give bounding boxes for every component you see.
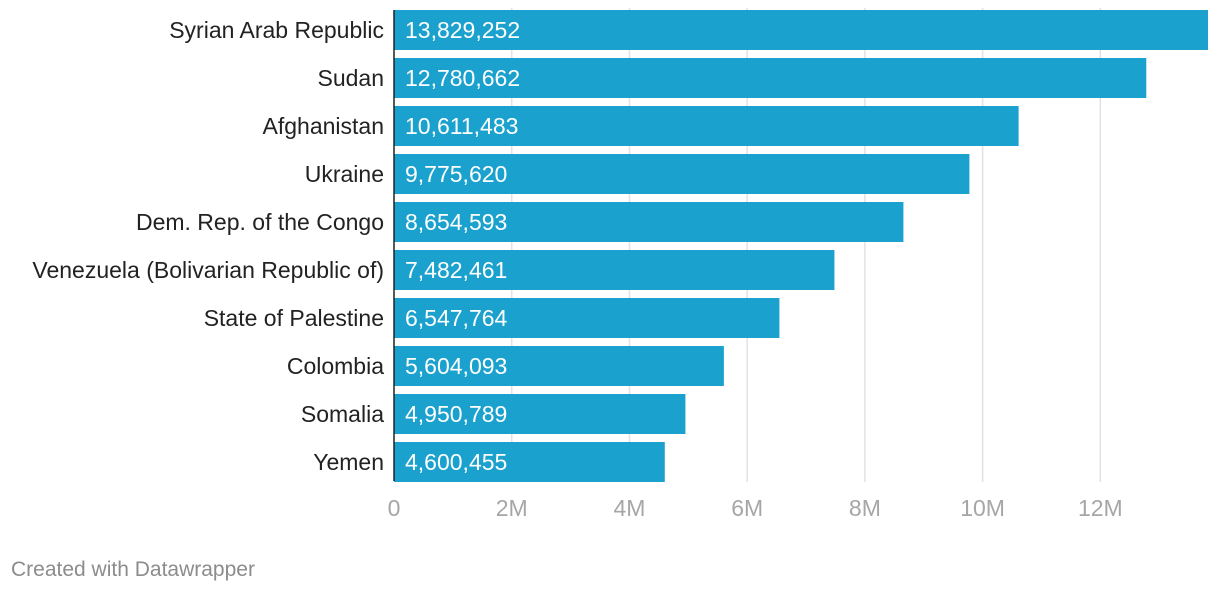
value-label: 13,829,252 — [405, 17, 520, 43]
category-label: Sudan — [317, 65, 384, 91]
bar — [394, 394, 686, 434]
x-tick-label: 6M — [731, 495, 763, 521]
bars — [394, 10, 1208, 482]
x-axis-ticks: 0 2M 4M 6M 8M 10M 12M — [388, 495, 1123, 521]
value-label: 5,604,093 — [405, 353, 507, 379]
value-labels: 13,829,252 12,780,662 10,611,483 9,775,620 8… — [405, 17, 520, 475]
category-label: Yemen — [313, 449, 384, 475]
value-label: 7,482,461 — [405, 257, 507, 283]
bar — [394, 298, 780, 338]
category-label: Dem. Rep. of the Congo — [136, 209, 384, 235]
x-tick-label: 0 — [388, 495, 401, 521]
value-label: 8,654,593 — [405, 209, 507, 235]
bar — [394, 106, 1019, 146]
value-label: 6,547,764 — [405, 305, 508, 331]
bar — [394, 10, 1208, 50]
category-label: Ukraine — [305, 161, 384, 187]
x-tick-label: 12M — [1078, 495, 1123, 521]
value-label: 10,611,483 — [405, 113, 518, 139]
category-label: Somalia — [301, 401, 384, 427]
bar — [394, 202, 904, 242]
category-labels: Syrian Arab Republic Sudan Afghanistan Ukra… — [32, 17, 384, 475]
x-tick-label: 10M — [960, 495, 1005, 521]
x-tick-label: 8M — [849, 495, 881, 521]
category-label: State of Palestine — [204, 305, 384, 331]
bar — [394, 442, 665, 482]
category-label: Afghanistan — [263, 113, 384, 139]
value-label: 4,950,789 — [405, 401, 507, 427]
value-label: 4,600,455 — [405, 449, 507, 475]
x-tick-label: 4M — [613, 495, 645, 521]
bar — [394, 250, 835, 290]
value-label: 12,780,662 — [405, 65, 520, 91]
value-label: 9,775,620 — [405, 161, 507, 187]
category-label: Colombia — [287, 353, 384, 379]
credit-footer: Created with Datawrapper — [11, 558, 255, 581]
bar — [394, 154, 970, 194]
bar — [394, 58, 1147, 98]
x-tick-label: 2M — [496, 495, 528, 521]
bar — [394, 346, 724, 386]
category-label: Syrian Arab Republic — [169, 17, 384, 43]
category-label: Venezuela (Bolivarian Republic of) — [32, 257, 384, 283]
